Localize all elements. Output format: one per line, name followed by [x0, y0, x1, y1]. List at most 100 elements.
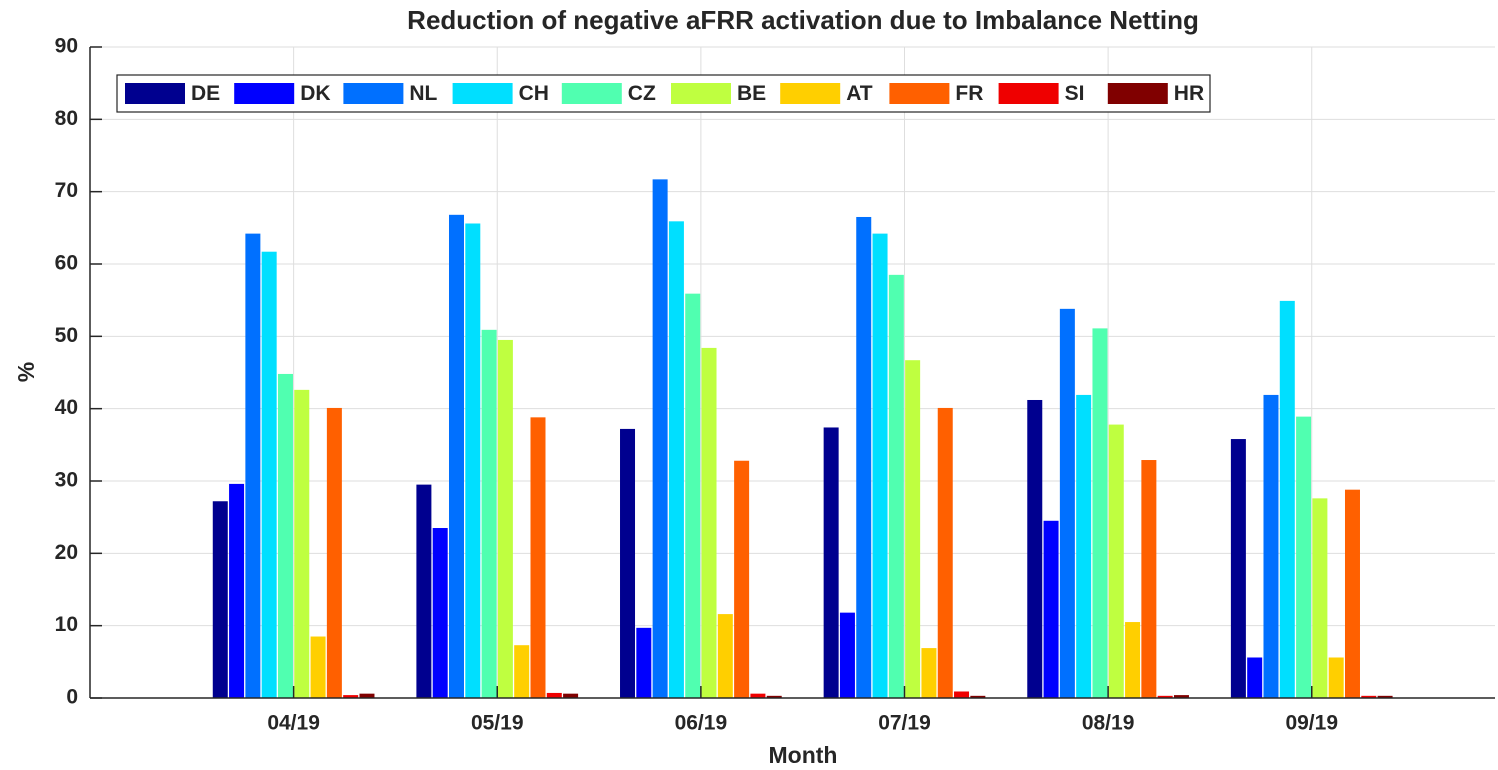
bar: [432, 528, 448, 698]
y-tick-label: 60: [55, 252, 78, 275]
bar: [954, 691, 970, 698]
x-axis-label: Month: [769, 742, 838, 768]
legend-swatch: [780, 83, 841, 104]
bar: [448, 214, 464, 698]
bar: [229, 483, 245, 698]
bar: [1157, 695, 1173, 698]
bar: [652, 179, 668, 698]
legend-label: FR: [955, 82, 983, 105]
legend-label: AT: [846, 82, 873, 105]
y-tick-label: 40: [55, 396, 78, 419]
bar: [1076, 394, 1092, 698]
bar: [734, 460, 750, 698]
y-tick-label: 30: [55, 469, 78, 492]
bar: [1125, 622, 1141, 698]
bar: [636, 627, 652, 698]
bar: [839, 612, 855, 698]
bar: [856, 216, 872, 698]
y-tick-label: 0: [66, 686, 78, 709]
bar: [1230, 439, 1246, 698]
bar: [888, 274, 904, 698]
bar: [872, 233, 888, 698]
bar: [326, 407, 342, 698]
legend-swatch: [452, 83, 513, 104]
bar: [1027, 399, 1043, 698]
bar: [766, 695, 782, 698]
x-tick-label: 08/19: [1082, 712, 1135, 735]
bar: [1043, 520, 1059, 698]
y-tick-label: 50: [55, 324, 78, 347]
legend-label: NL: [409, 82, 437, 105]
y-tick-label: 20: [55, 541, 78, 564]
bar: [668, 221, 684, 698]
x-tick-label: 05/19: [471, 712, 524, 735]
bar: [701, 347, 717, 698]
legend-label: HR: [1174, 82, 1204, 105]
bar: [563, 693, 579, 698]
bar: [970, 695, 986, 698]
legend-swatch: [1107, 83, 1168, 104]
legend-swatch: [998, 83, 1059, 104]
x-tick-label: 07/19: [878, 712, 931, 735]
legend-label: DE: [191, 82, 220, 105]
chart-title: Reduction of negative aFRR activation du…: [407, 5, 1199, 35]
bar: [685, 293, 701, 698]
bar: [212, 501, 228, 698]
bar: [514, 645, 530, 698]
y-tick-label: 70: [55, 179, 78, 202]
bar: [1092, 328, 1108, 698]
legend-label: SI: [1065, 82, 1085, 105]
bar: [465, 223, 481, 698]
bar: [620, 428, 636, 698]
bar: [1328, 657, 1344, 698]
bar: [717, 614, 733, 698]
bar: [497, 339, 513, 698]
legend-swatch: [561, 83, 622, 104]
bar: [1344, 489, 1360, 698]
y-tick-label: 90: [55, 35, 78, 58]
bar: [359, 693, 375, 698]
bar: [1141, 460, 1157, 698]
bar: [1361, 695, 1377, 698]
bar: [416, 484, 432, 698]
bar: [1059, 308, 1075, 698]
bar: [310, 636, 326, 698]
legend-label: BE: [737, 82, 766, 105]
bar: [546, 692, 562, 698]
bar: [261, 251, 277, 698]
bar: [1108, 424, 1124, 698]
bar: [905, 360, 921, 698]
bar: [823, 427, 839, 698]
legend-swatch: [343, 83, 404, 104]
x-tick-label: 06/19: [675, 712, 728, 735]
legend-swatch: [234, 83, 295, 104]
legend-swatch: [889, 83, 950, 104]
bar: [750, 693, 766, 698]
legend-swatch: [125, 83, 185, 104]
bar: [937, 407, 953, 698]
bar: [921, 648, 937, 698]
bar: [1312, 498, 1328, 698]
bar: [1247, 657, 1263, 698]
bar: [343, 695, 359, 698]
bar: [1173, 695, 1189, 698]
bar: [294, 389, 310, 698]
y-axis-label: %: [13, 362, 39, 382]
x-tick-label: 04/19: [267, 712, 320, 735]
bar: [1377, 695, 1393, 698]
y-tick-label: 10: [55, 613, 78, 636]
bar: [530, 417, 546, 698]
bar: [1296, 416, 1312, 698]
legend-label: DK: [300, 82, 330, 105]
bar: [1279, 300, 1295, 698]
legend-label: CH: [519, 82, 549, 105]
y-tick-label: 80: [55, 107, 78, 130]
bar: [1263, 394, 1279, 698]
bar: [245, 233, 261, 698]
x-tick-label: 09/19: [1285, 712, 1338, 735]
bar: [481, 329, 497, 698]
legend-label: CZ: [628, 82, 656, 105]
legend-swatch: [671, 83, 731, 104]
